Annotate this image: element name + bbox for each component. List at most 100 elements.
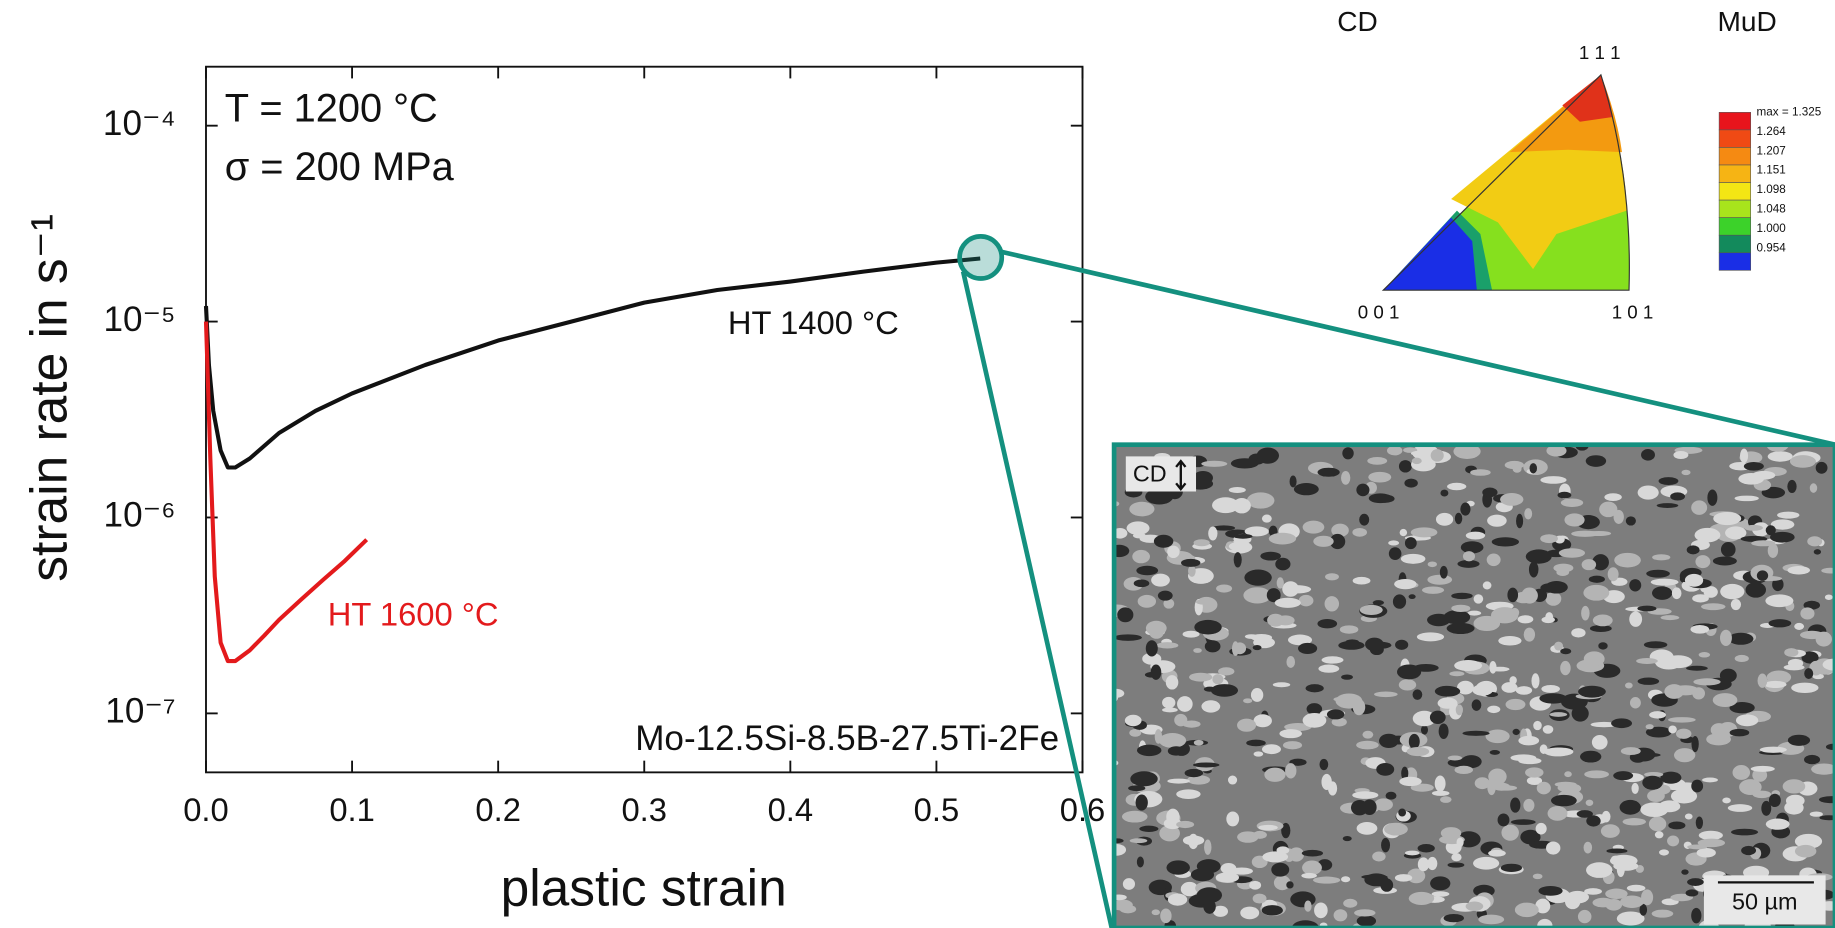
grain <box>1623 818 1646 825</box>
grain <box>1768 451 1793 461</box>
scale-label: 50 µm <box>1732 889 1797 915</box>
grain <box>1769 794 1781 807</box>
grain <box>1478 915 1504 925</box>
grain <box>1558 492 1572 499</box>
grain <box>1294 483 1319 495</box>
grain <box>1407 747 1430 756</box>
grain <box>1245 634 1258 639</box>
grain <box>1301 873 1317 879</box>
grain <box>1687 878 1704 886</box>
legend-swatch <box>1719 130 1751 148</box>
grain <box>1524 628 1535 642</box>
grain <box>1240 907 1259 920</box>
grain <box>1253 831 1267 839</box>
grain <box>1571 628 1585 637</box>
annotation: Mo-12.5Si-8.5B-27.5Ti-2Fe <box>635 719 1059 758</box>
grain <box>1518 615 1534 623</box>
legend-label: 1.207 <box>1757 144 1786 157</box>
grain <box>1233 498 1251 513</box>
grain <box>1228 776 1237 785</box>
grain <box>1644 641 1667 648</box>
grain <box>1751 540 1775 546</box>
grain <box>1659 477 1679 485</box>
grain <box>1374 798 1393 810</box>
grain <box>1411 527 1438 537</box>
grain <box>1810 483 1817 493</box>
legend-label: 1.151 <box>1757 164 1786 177</box>
grain <box>1673 451 1688 459</box>
chart: plastic strain strain rate in s⁻¹ T = 12… <box>19 67 1105 917</box>
grain <box>1367 457 1387 465</box>
grain <box>1736 714 1758 726</box>
pole-direction: CD <box>1337 6 1378 37</box>
grain <box>1237 719 1256 732</box>
grain <box>1439 724 1449 739</box>
grain <box>1318 665 1339 673</box>
grain <box>1128 785 1145 791</box>
grain <box>1185 769 1203 777</box>
grain <box>1655 831 1664 838</box>
grain <box>1611 718 1632 728</box>
grain <box>1372 851 1385 861</box>
grain <box>1702 778 1718 783</box>
grain <box>1651 579 1679 586</box>
grain <box>1216 872 1239 882</box>
grain <box>1320 759 1329 770</box>
direction-label: CD <box>1133 460 1167 486</box>
grain <box>1411 451 1427 456</box>
grain <box>1498 636 1521 645</box>
grain <box>1359 514 1369 526</box>
grain <box>1757 570 1768 581</box>
grain <box>1687 845 1707 850</box>
grain <box>1264 768 1285 782</box>
grain <box>1279 729 1302 738</box>
x-tick-label: 0.3 <box>621 791 667 828</box>
grain <box>1285 763 1296 778</box>
grain <box>1800 607 1814 619</box>
grain <box>1353 699 1365 715</box>
grain <box>1273 682 1290 687</box>
grain <box>1352 791 1378 799</box>
grain <box>1741 846 1756 855</box>
grain <box>1685 574 1703 587</box>
grain <box>1451 593 1472 599</box>
grain <box>1486 729 1510 743</box>
grain <box>1638 485 1659 499</box>
grain <box>1580 751 1601 763</box>
grain <box>1787 480 1796 493</box>
grain <box>1123 878 1135 890</box>
grain <box>1381 838 1390 852</box>
grain <box>1582 559 1597 570</box>
grain <box>1404 479 1417 488</box>
grain <box>1146 640 1158 656</box>
grain <box>1395 874 1412 882</box>
grain <box>1627 885 1646 892</box>
grain <box>1578 686 1606 698</box>
legend-swatch <box>1719 200 1751 218</box>
grain <box>1614 553 1641 568</box>
grain <box>1490 750 1500 755</box>
grain <box>1707 490 1717 506</box>
grain <box>1253 894 1267 904</box>
legend-label: 1.000 <box>1757 222 1787 235</box>
grain <box>1149 626 1164 639</box>
grain <box>1456 838 1463 848</box>
grain <box>1276 615 1294 625</box>
grain <box>1518 758 1541 765</box>
grain <box>1629 611 1642 626</box>
grain <box>1398 809 1406 817</box>
grain <box>1194 620 1221 635</box>
micrograph-image <box>1103 438 1835 928</box>
grain <box>1764 681 1786 688</box>
grain <box>1428 561 1437 567</box>
grain <box>1668 717 1696 722</box>
grain <box>1489 661 1496 674</box>
grain <box>1362 731 1373 739</box>
grain <box>1443 610 1470 624</box>
grain <box>1196 599 1212 605</box>
legend-label: max = 1.325 <box>1757 105 1822 118</box>
grain <box>1340 625 1359 633</box>
grain <box>1342 447 1353 459</box>
grain <box>1167 779 1190 784</box>
grain <box>1405 851 1419 856</box>
